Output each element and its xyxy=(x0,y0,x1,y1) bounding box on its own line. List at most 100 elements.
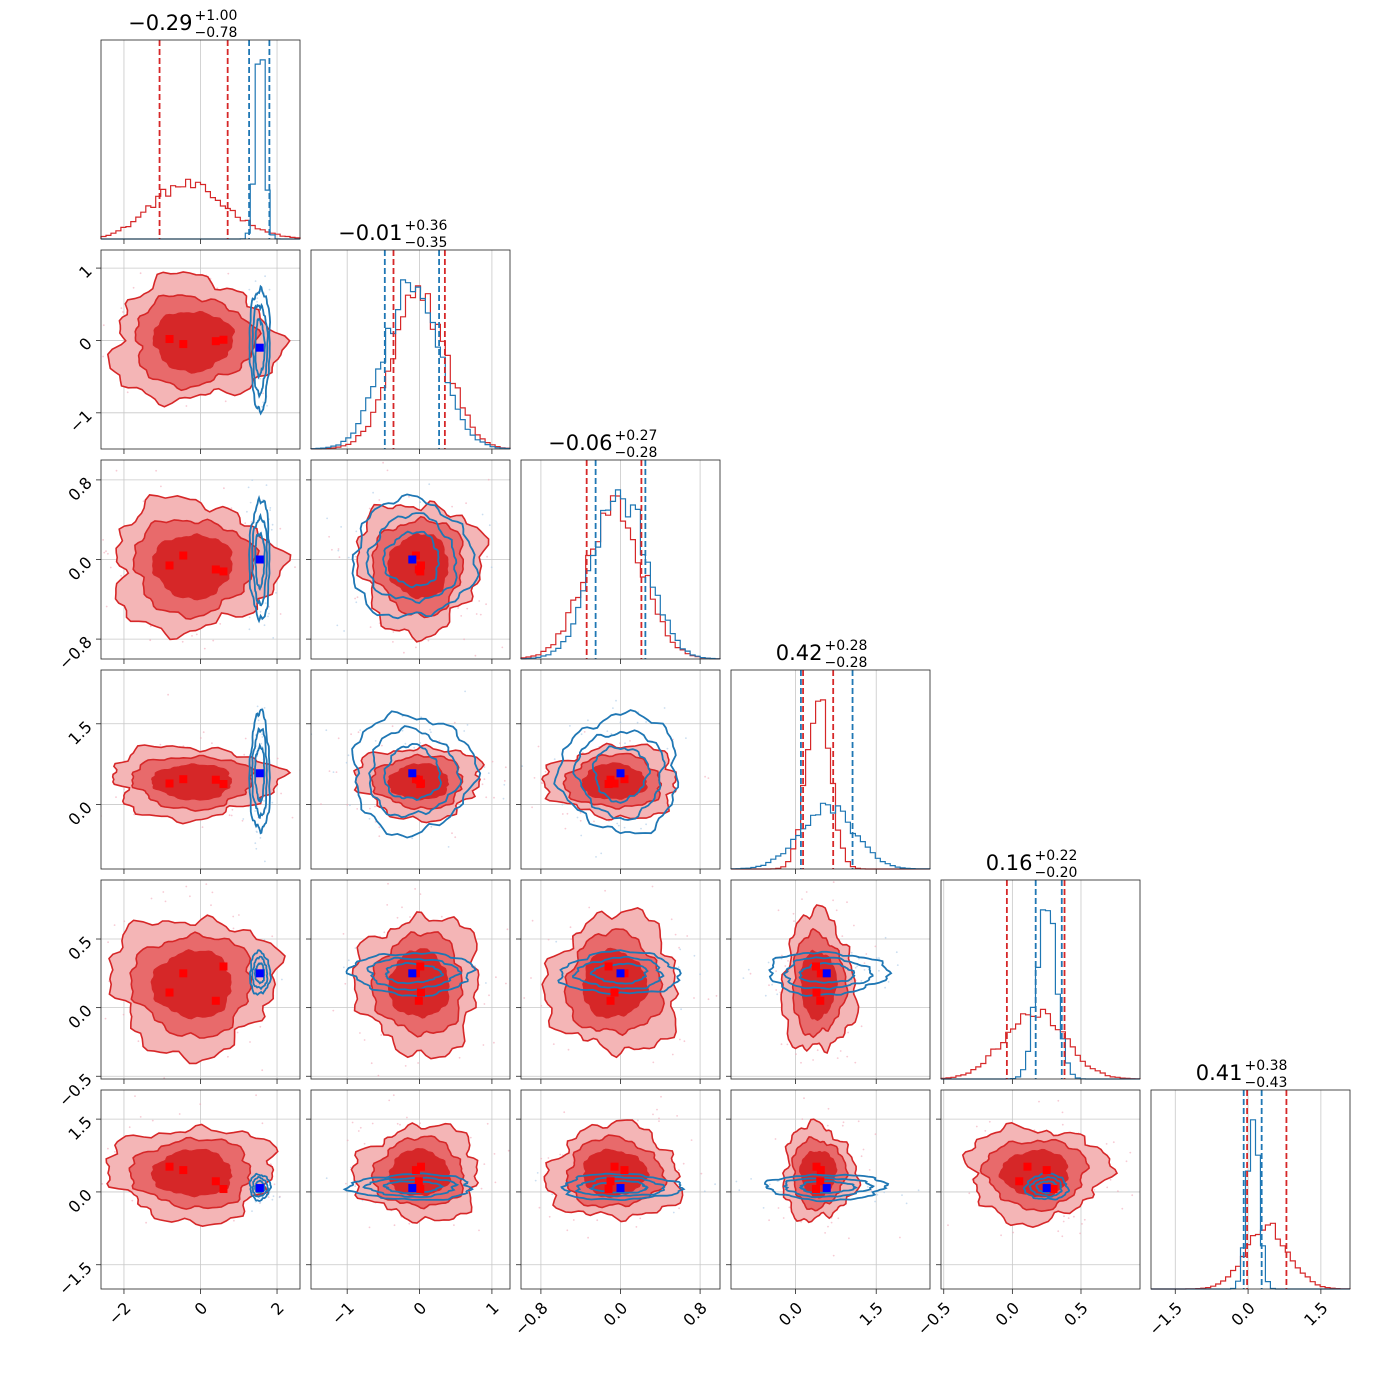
sample-point-red xyxy=(777,1207,780,1209)
sample-point-red xyxy=(232,927,235,930)
sample-point-red xyxy=(975,1125,978,1128)
sample-point-red xyxy=(548,1215,551,1218)
sample-point-red xyxy=(182,745,185,747)
sample-point-red xyxy=(570,938,573,940)
sample-point-blue xyxy=(271,1198,274,1201)
contour-blue-level-0 xyxy=(588,1179,649,1194)
sample-point-red xyxy=(1093,1189,1096,1191)
red-marker xyxy=(165,988,174,997)
sample-point-red xyxy=(162,891,165,893)
contour-blue-level-1 xyxy=(365,512,458,604)
contour-red-level-2 xyxy=(152,533,233,601)
sample-point-blue xyxy=(747,968,750,971)
sample-point-red xyxy=(396,1122,399,1125)
contour-blue-level-0 xyxy=(382,530,440,589)
sample-point-red xyxy=(457,607,459,609)
sample-point-blue xyxy=(247,486,250,489)
sample-point-red xyxy=(679,1038,681,1041)
sample-point-blue xyxy=(246,510,248,513)
sample-point-blue xyxy=(419,742,422,744)
sample-point-red xyxy=(86,614,88,616)
sample-point-blue xyxy=(354,555,357,558)
sample-point-blue xyxy=(616,822,619,825)
sample-point-blue xyxy=(261,733,263,736)
sample-point-blue xyxy=(887,981,890,983)
y-tick-label: 0 xyxy=(75,334,96,355)
sample-point-red xyxy=(547,938,550,941)
sample-point-red xyxy=(378,835,381,838)
sample-point-blue xyxy=(636,721,639,724)
blue-marker xyxy=(408,1184,417,1193)
sample-point-red xyxy=(201,826,204,828)
sample-point-red xyxy=(865,953,868,955)
sample-point-red xyxy=(658,1117,660,1120)
sample-point-blue xyxy=(771,983,773,986)
sample-point-red xyxy=(1109,1178,1112,1181)
sample-point-red xyxy=(816,1049,819,1052)
sample-point-red xyxy=(988,1120,991,1123)
contour-blue-level-2 xyxy=(248,949,272,996)
sample-point-red xyxy=(134,1095,136,1097)
sample-point-red xyxy=(359,1126,362,1129)
sample-point-red xyxy=(107,1147,109,1150)
sample-point-red xyxy=(350,733,352,736)
sample-point-red xyxy=(1000,1234,1002,1237)
panel-title-minus: −0.28 xyxy=(615,445,658,461)
sample-point-red xyxy=(227,272,230,275)
panel-frame xyxy=(940,879,1141,1080)
sample-point-blue xyxy=(666,747,669,750)
sample-point-red xyxy=(505,776,507,778)
sample-point-blue xyxy=(483,766,486,768)
sample-point-red xyxy=(832,899,834,902)
panel-content xyxy=(102,271,291,416)
blue-marker xyxy=(255,555,264,564)
sample-point-red xyxy=(523,997,526,999)
y-tick-labels-2: −0.8 0.0 0.8 xyxy=(55,473,96,673)
sample-point-blue xyxy=(917,1189,920,1192)
sample-point-red xyxy=(1131,1194,1134,1197)
sample-point-red xyxy=(107,941,109,944)
contour-blue-level-1 xyxy=(574,1175,666,1198)
sample-point-blue xyxy=(325,1177,328,1180)
sample-point-red xyxy=(451,505,453,508)
sample-point-blue xyxy=(863,969,866,971)
sample-point-blue xyxy=(265,484,268,486)
sample-point-red xyxy=(788,1206,791,1209)
sample-point-red xyxy=(503,780,506,782)
y-tick-label: 1.5 xyxy=(64,717,95,748)
sample-point-red xyxy=(92,1187,94,1189)
sample-point-red xyxy=(544,770,547,773)
panel-title-plus: +0.22 xyxy=(1035,848,1078,864)
sample-point-blue xyxy=(354,947,357,949)
sample-point-blue xyxy=(884,936,887,939)
sample-point-blue xyxy=(464,690,466,693)
red-marker xyxy=(179,775,188,784)
sample-point-red xyxy=(493,796,495,799)
sample-point-red xyxy=(526,519,528,521)
sample-point-red xyxy=(559,1153,562,1156)
panel-title-median: −0.29 xyxy=(128,11,192,35)
sample-point-blue xyxy=(623,826,626,829)
sample-point-red xyxy=(453,1224,455,1226)
scatter-panel-3-4 xyxy=(726,879,931,1089)
red-marker xyxy=(604,780,613,789)
blue-marker xyxy=(1042,1184,1051,1193)
sample-point-blue xyxy=(372,491,374,494)
sample-point-red xyxy=(377,1074,380,1077)
x-tick-label: −1 xyxy=(328,1298,358,1328)
sample-point-red xyxy=(185,405,188,407)
sample-point-red xyxy=(280,792,282,795)
sample-point-red xyxy=(451,832,453,835)
sample-point-red xyxy=(839,1050,842,1052)
sample-point-blue xyxy=(264,275,266,278)
histogram-red-5 xyxy=(1151,1222,1351,1290)
sample-point-blue xyxy=(268,288,271,291)
sample-point-red xyxy=(426,1092,428,1094)
y-tick-labels-4: −0.5 0.0 0.5 xyxy=(55,932,96,1110)
sample-point-blue xyxy=(258,1197,261,1200)
sample-point-blue xyxy=(536,1172,539,1174)
panel-frame xyxy=(310,249,511,450)
sample-point-red xyxy=(831,1087,833,1089)
sample-point-red xyxy=(494,1181,497,1184)
contour-blue-level-2 xyxy=(248,495,271,624)
